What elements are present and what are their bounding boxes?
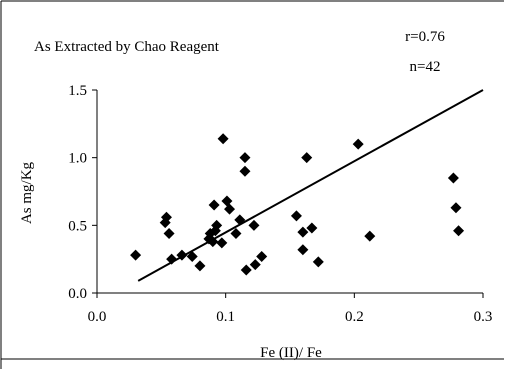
data-point bbox=[230, 227, 242, 239]
data-point bbox=[256, 250, 268, 262]
y-tick-label: 0.0 bbox=[68, 286, 87, 302]
data-point bbox=[194, 260, 206, 272]
r-value-annotation: r=0.76 bbox=[405, 29, 445, 45]
y-tick-label: 0.5 bbox=[68, 218, 87, 234]
axes bbox=[92, 89, 484, 298]
x-tick-label: 0.2 bbox=[345, 309, 364, 325]
trendline bbox=[137, 89, 484, 282]
data-point bbox=[249, 259, 261, 271]
data-point bbox=[176, 249, 188, 261]
data-point bbox=[301, 152, 313, 164]
data-point bbox=[239, 152, 251, 164]
data-point bbox=[234, 214, 246, 226]
chart-title: As Extracted by Chao Reagent bbox=[34, 39, 220, 55]
trendline-group bbox=[137, 89, 484, 282]
data-point bbox=[207, 236, 219, 248]
data-point bbox=[450, 202, 462, 214]
data-point bbox=[297, 226, 309, 238]
data-point bbox=[290, 210, 302, 222]
data-point bbox=[216, 237, 228, 249]
tick-labels: 0.0 0.5 1.0 1.5 0.0 0.1 0.2 0.3 bbox=[68, 83, 492, 325]
data-point bbox=[130, 249, 142, 261]
data-point bbox=[208, 199, 220, 211]
x-tick-label: 0.0 bbox=[88, 309, 107, 325]
x-tick-label: 0.3 bbox=[474, 309, 493, 325]
x-axis-title: Fe (II)/ Fe bbox=[260, 345, 322, 361]
y-axis-title: As mg/Kg bbox=[19, 161, 35, 224]
data-points bbox=[130, 133, 465, 276]
data-point bbox=[166, 253, 178, 265]
data-point bbox=[217, 133, 229, 145]
data-point bbox=[306, 222, 318, 234]
data-point bbox=[364, 230, 376, 242]
n-value-annotation: n=42 bbox=[410, 59, 441, 75]
x-tick-label: 0.1 bbox=[216, 309, 235, 325]
data-point bbox=[163, 227, 175, 239]
y-tick-label: 1.0 bbox=[68, 151, 87, 167]
data-point bbox=[224, 203, 236, 215]
data-point bbox=[297, 244, 309, 256]
data-point bbox=[160, 211, 172, 223]
data-point bbox=[240, 264, 252, 276]
data-point bbox=[211, 219, 223, 231]
data-point bbox=[221, 195, 233, 207]
data-point bbox=[312, 256, 324, 268]
data-point bbox=[248, 219, 260, 231]
data-point bbox=[352, 138, 364, 150]
y-tick-label: 1.5 bbox=[68, 83, 87, 99]
data-point bbox=[447, 172, 459, 184]
data-point bbox=[239, 165, 251, 177]
data-point bbox=[186, 250, 198, 262]
data-point bbox=[453, 225, 465, 237]
